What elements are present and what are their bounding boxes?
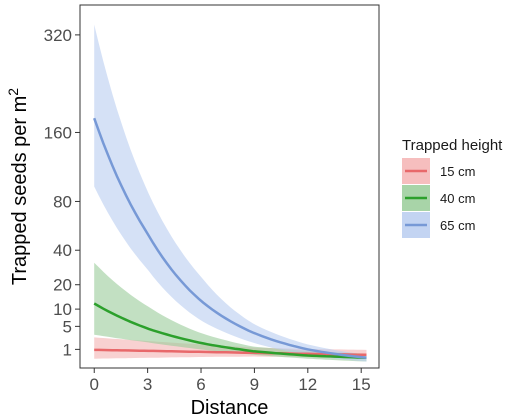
x-tick-label: 9 (250, 375, 259, 394)
legend-label-65-cm: 65 cm (440, 218, 475, 233)
y-tick-label: 10 (53, 300, 72, 319)
x-tick-label: 15 (352, 375, 371, 394)
legend-label-40-cm: 40 cm (440, 191, 475, 206)
y-tick-label: 40 (53, 241, 72, 260)
band-65-cm (94, 24, 367, 362)
line-15-cm (94, 348, 367, 357)
x-axis: 0 3 6 9 12 15 (90, 368, 371, 394)
x-axis-title: Distance (191, 397, 269, 419)
legend-label-15-cm: 15 cm (440, 164, 475, 179)
y-axis-title: Trapped seeds per m2 (5, 88, 31, 285)
y-tick-label: 20 (53, 276, 72, 295)
legend-title: Trapped height (402, 137, 503, 154)
x-tick-label: 6 (196, 375, 205, 394)
series-lines (93, 117, 367, 360)
y-tick-label: 1 (63, 340, 72, 359)
x-tick-label: 0 (90, 375, 99, 394)
y-tick-label: 5 (63, 317, 72, 336)
legend: Trapped height 15 cm 40 cm 65 cm (402, 137, 503, 238)
y-tick-label: 320 (44, 26, 72, 45)
y-tick-label: 160 (44, 123, 72, 142)
line-65-cm (93, 117, 367, 360)
y-tick-label: 80 (53, 192, 72, 211)
x-tick-label: 3 (143, 375, 152, 394)
y-axis-title-text: Trapped seeds per m (9, 96, 31, 285)
band-40-cm (94, 262, 367, 362)
line-40-cm (93, 302, 367, 360)
x-tick-label: 12 (298, 375, 317, 394)
y-axis-title-superscript: 2 (5, 88, 21, 96)
y-axis: 1 510 20 40 80 160 320 (44, 26, 80, 359)
legend-keys: 15 cm 40 cm 65 cm (402, 158, 475, 238)
